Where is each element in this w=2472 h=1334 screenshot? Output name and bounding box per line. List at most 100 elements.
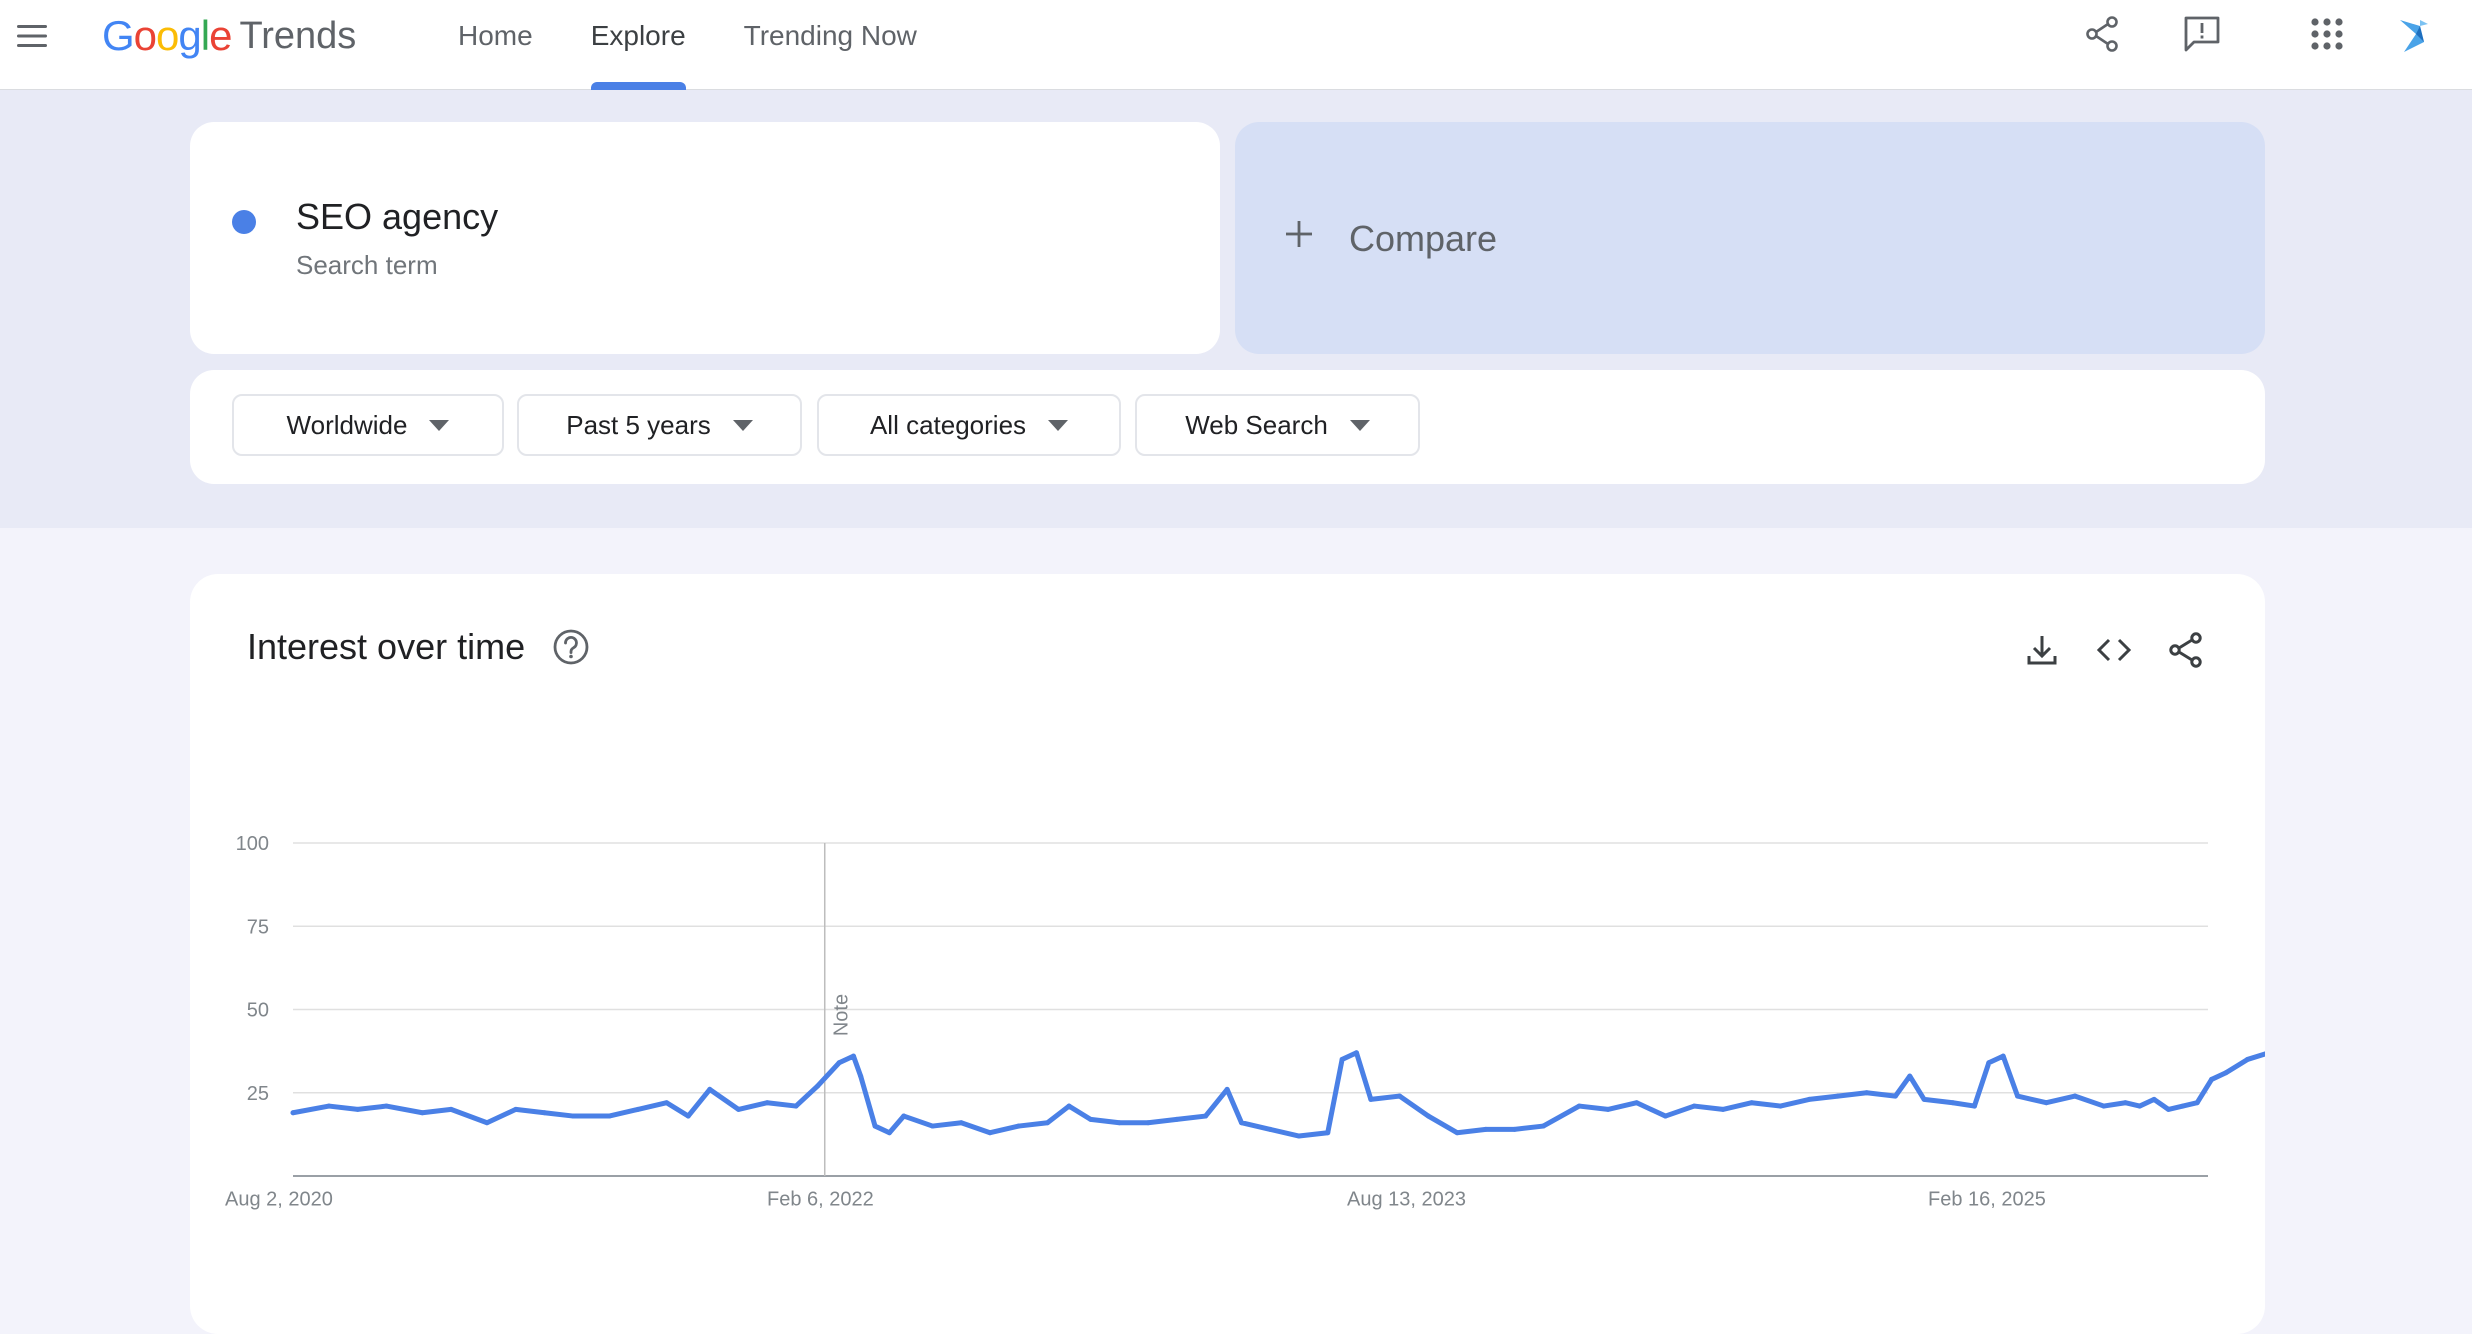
data-point: [930, 1123, 936, 1129]
data-point: [815, 1083, 821, 1089]
data-point: [1691, 1103, 1697, 1109]
interest-over-time-chart[interactable]: 25 50 75 100 Aug 2, 2020 Feb 6, 2022 Aug 13, 2…: [190, 574, 2265, 1266]
embed-icon[interactable]: [2094, 630, 2134, 670]
data-point: [484, 1120, 490, 1126]
filter-label: Past 5 years: [566, 409, 711, 440]
data-point: [606, 1113, 612, 1119]
y-tick-label: 25: [247, 1083, 269, 1105]
nav-tab-explore[interactable]: Explore: [573, 0, 704, 90]
caret-down-icon: [1048, 419, 1069, 431]
help-icon[interactable]: [552, 628, 590, 666]
share-icon[interactable]: [2080, 12, 2124, 56]
account-avatar[interactable]: [2390, 12, 2434, 56]
data-point: [1454, 1130, 1460, 1136]
data-point: [326, 1103, 332, 1109]
data-point: [1066, 1103, 1072, 1109]
logo-letter: e: [209, 12, 232, 59]
nav-tab-label: Explore: [590, 20, 686, 51]
data-point: [2122, 1100, 2128, 1106]
data-point: [2015, 1093, 2021, 1099]
nav-tab-trending-now[interactable]: Trending Now: [726, 0, 935, 90]
data-point: [1368, 1096, 1374, 1102]
filter-label: Web Search: [1185, 409, 1328, 440]
data-point: [1806, 1096, 1812, 1102]
download-icon[interactable]: [2022, 630, 2062, 670]
data-point: [2209, 1076, 2215, 1082]
search-term-name: SEO agency: [296, 196, 499, 237]
data-point: [764, 1100, 770, 1106]
share-icon[interactable]: [2166, 630, 2206, 670]
data-point: [736, 1106, 742, 1112]
data-point: [2165, 1106, 2171, 1112]
data-point: [1267, 1126, 1273, 1132]
term-color-dot: [232, 210, 256, 234]
data-point: [1483, 1126, 1489, 1132]
data-point: [901, 1113, 907, 1119]
data-point: [541, 1110, 547, 1116]
active-tab-indicator: [590, 82, 686, 90]
data-point: [1950, 1100, 1956, 1106]
data-point: [1907, 1073, 1913, 1079]
data-point: [886, 1130, 892, 1136]
feedback-icon[interactable]: [2180, 12, 2224, 56]
data-point: [1864, 1090, 1870, 1096]
data-point: [1634, 1100, 1640, 1106]
compare-button[interactable]: Compare: [1235, 122, 2265, 354]
data-point: [1971, 1103, 1977, 1109]
menu-icon[interactable]: [14, 18, 50, 54]
data-point: [1203, 1113, 1209, 1119]
data-point: [448, 1106, 454, 1112]
data-point: [635, 1106, 641, 1112]
apps-icon[interactable]: [2305, 12, 2349, 56]
top-app-bar: Google Trends Home Explore Trending Now: [0, 0, 2472, 90]
y-tick-label: 50: [247, 1000, 269, 1022]
data-point: [2194, 1100, 2200, 1106]
search-term-type: Search term: [296, 250, 438, 280]
x-tick-label: Feb 16, 2025: [1928, 1188, 2046, 1210]
filter-search-type-dropdown[interactable]: Web Search: [1135, 394, 1420, 456]
data-point: [1892, 1093, 1898, 1099]
data-point: [1835, 1093, 1841, 1099]
data-point: [858, 1073, 864, 1079]
data-point: [2137, 1103, 2143, 1109]
search-term-card[interactable]: SEO agency Search term: [190, 122, 1220, 354]
data-point: [2223, 1070, 2229, 1076]
main-nav: Home Explore Trending Now: [440, 0, 957, 90]
data-point: [1339, 1056, 1345, 1062]
filter-label: Worldwide: [286, 409, 408, 440]
data-point: [290, 1110, 296, 1116]
interest-over-time-card: Interest over time 25 50 75 100 Aug 2, 2020 F…: [190, 574, 2265, 1334]
filter-time-dropdown[interactable]: Past 5 years: [517, 394, 802, 456]
data-point: [2244, 1056, 2250, 1062]
data-point: [2101, 1103, 2107, 1109]
data-point: [958, 1120, 964, 1126]
data-point: [707, 1086, 713, 1092]
data-point: [850, 1053, 856, 1059]
data-point: [1296, 1133, 1302, 1139]
filter-region-dropdown[interactable]: Worldwide: [232, 394, 504, 456]
data-point: [872, 1123, 878, 1129]
filter-bar: Worldwide Past 5 years All categories We…: [190, 370, 2265, 484]
logo-letter: l: [200, 12, 210, 59]
caret-down-icon: [429, 419, 450, 431]
data-point: [1749, 1100, 1755, 1106]
filter-label: All categories: [869, 409, 1027, 440]
data-point: [1986, 1060, 1992, 1066]
data-point: [355, 1106, 361, 1112]
data-point: [383, 1103, 389, 1109]
filter-category-dropdown[interactable]: All categories: [817, 394, 1121, 456]
data-point: [1325, 1130, 1331, 1136]
data-point: [570, 1113, 576, 1119]
nav-tab-label: Home: [458, 20, 533, 51]
data-point: [1576, 1103, 1582, 1109]
data-point: [2072, 1093, 2078, 1099]
chart-title: Interest over time: [247, 626, 526, 667]
y-tick-label: 75: [247, 916, 269, 938]
nav-tab-home[interactable]: Home: [440, 0, 551, 90]
data-point: [987, 1130, 993, 1136]
data-point: [2151, 1096, 2157, 1102]
logo-letter: o: [133, 12, 157, 59]
data-point: [1044, 1120, 1050, 1126]
google-trends-logo[interactable]: Google Trends: [102, 8, 356, 64]
data-point: [1397, 1093, 1403, 1099]
